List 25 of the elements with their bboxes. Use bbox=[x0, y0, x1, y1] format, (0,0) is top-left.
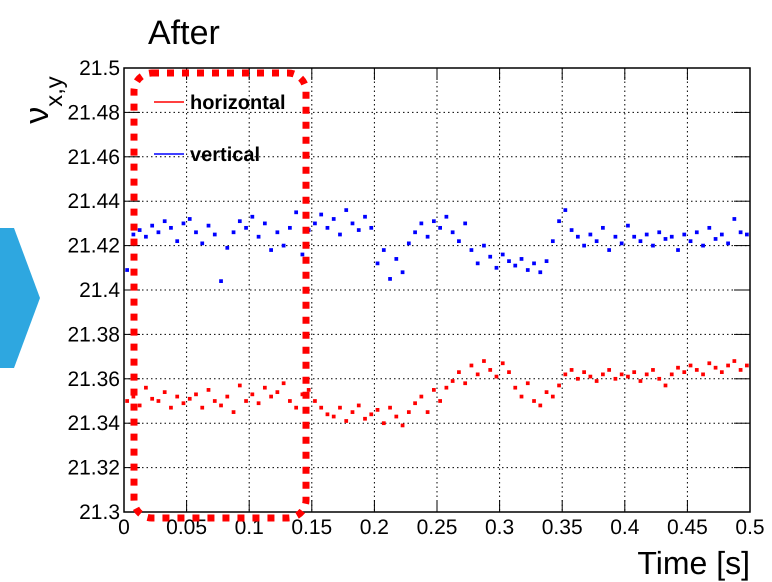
x-axis-title: Time [s] bbox=[637, 545, 750, 581]
y-tick-label: 21.36 bbox=[67, 368, 120, 391]
legend-label: horizontal bbox=[190, 92, 286, 114]
y-tick-label: 21.32 bbox=[67, 456, 120, 480]
y-tick-label: 21.5 bbox=[79, 57, 120, 80]
y-tick-label: 21.34 bbox=[67, 412, 120, 436]
x-tick-label: 0 bbox=[118, 516, 130, 539]
x-tick-label: 0.45 bbox=[666, 516, 708, 539]
x-tick-label: 0.35 bbox=[542, 516, 583, 539]
x-tick-label: 0.25 bbox=[416, 516, 458, 539]
y-tick-label: 21.44 bbox=[67, 190, 120, 214]
x-tick-label: 0.5 bbox=[735, 516, 765, 539]
x-tick-label: 0.15 bbox=[291, 516, 332, 539]
y-tick-label: 21.4 bbox=[79, 279, 120, 302]
x-tick-label: 0.3 bbox=[485, 516, 514, 539]
y-tick-label: 21.42 bbox=[67, 234, 120, 258]
x-tick-label: 0.2 bbox=[360, 516, 389, 539]
y-tick-label: 21.38 bbox=[67, 323, 120, 346]
y-tick-label: 21.3 bbox=[79, 501, 120, 524]
y-tick-label: 21.46 bbox=[67, 146, 120, 169]
legend-label: vertical bbox=[190, 144, 260, 166]
x-tick-label: 0.05 bbox=[166, 516, 208, 539]
y-tick-label: 21.48 bbox=[67, 101, 120, 124]
x-tick-label: 0.4 bbox=[610, 516, 640, 539]
chart-title: After bbox=[148, 14, 220, 52]
